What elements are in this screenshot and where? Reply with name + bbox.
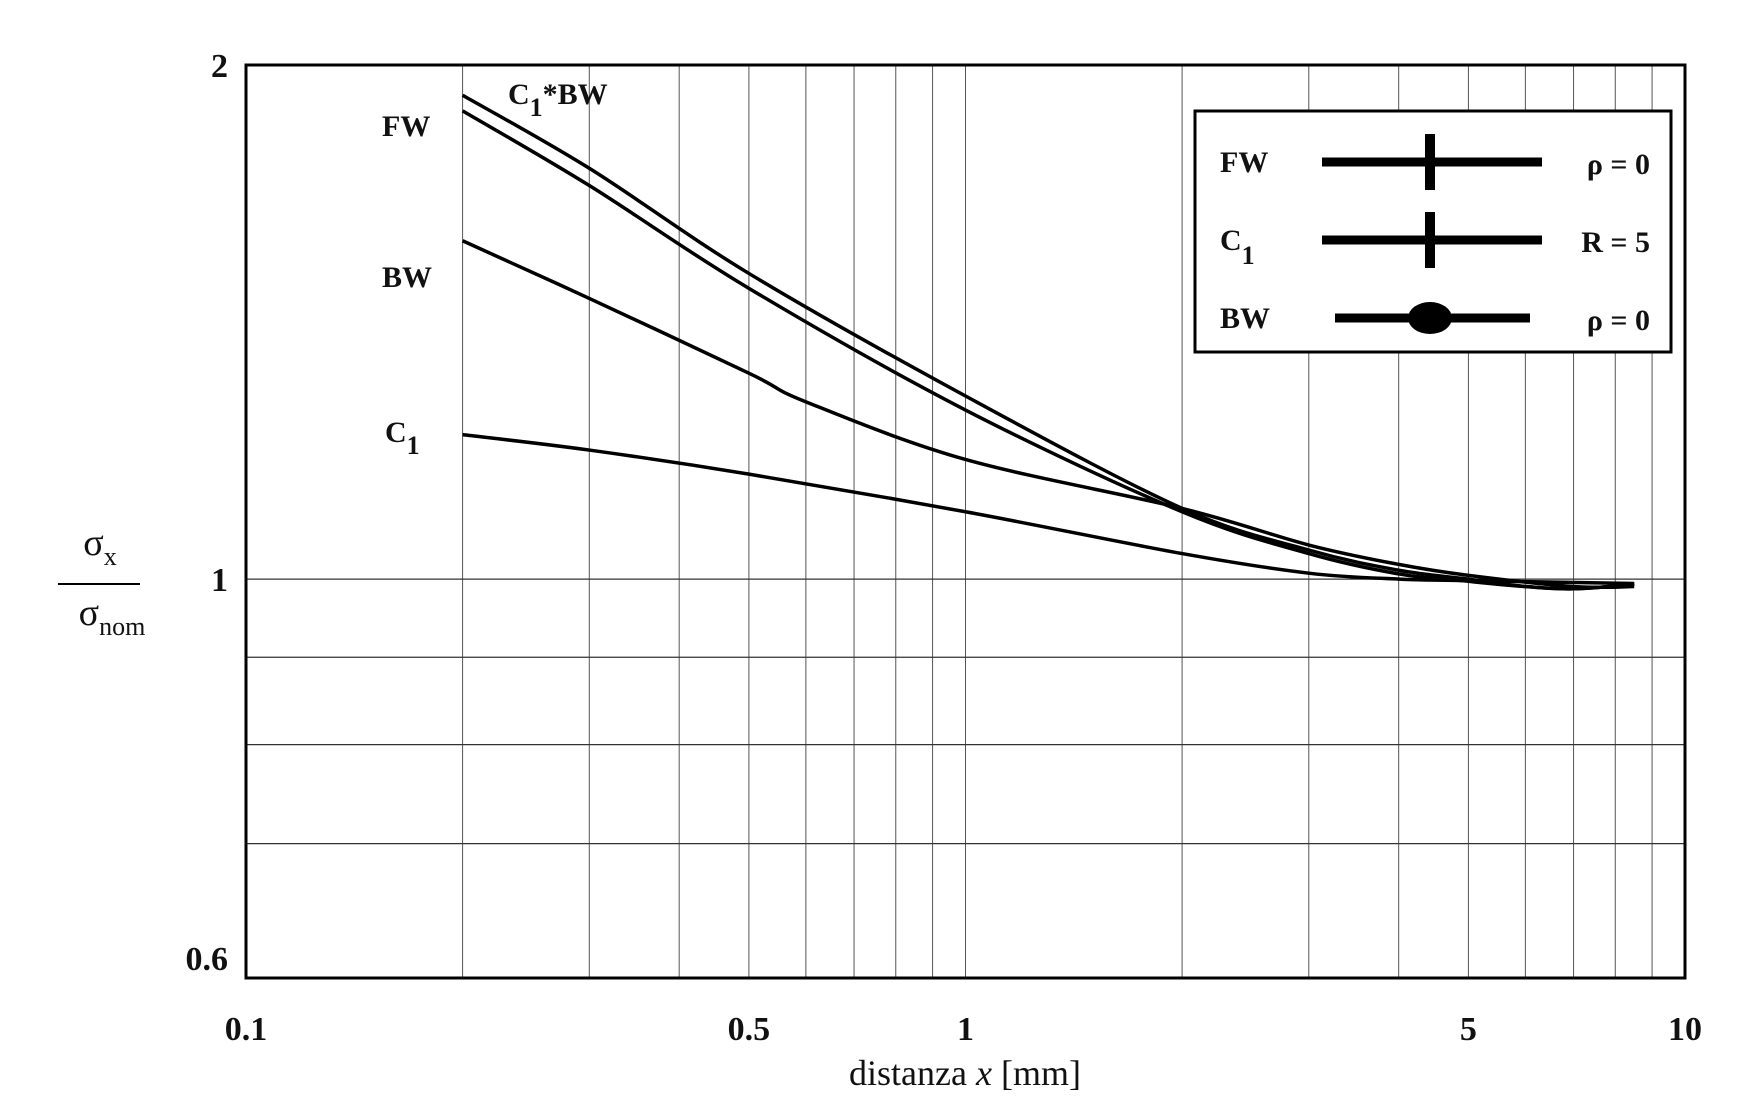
legend-label: FW <box>1220 146 1268 179</box>
legend-label-sub: 1 <box>1242 241 1255 270</box>
series-line-fw <box>461 109 1635 591</box>
legend-label-main: FW <box>1220 146 1268 179</box>
legend-label-main: C <box>1220 224 1242 257</box>
y-tick-label: 0.6 <box>186 941 229 978</box>
series-line-bw <box>461 239 1635 590</box>
legend-label-main: BW <box>1220 302 1270 335</box>
plot-frame <box>244 63 1687 980</box>
legend-param: R = 5 <box>1581 226 1650 259</box>
y-axis-label: σx σnom <box>58 522 145 641</box>
series-label-sub: 1 <box>530 93 543 122</box>
curves <box>461 93 1635 591</box>
tick-labels: 0.1 0.5 1 5 10 2 1 0.6 <box>186 48 1703 1048</box>
series-label-main: FW <box>382 110 430 143</box>
x-tick-label: 10 <box>1668 1011 1702 1048</box>
legend: FW ρ = 0 C1 R = 5 BW ρ = 0 <box>1193 109 1673 354</box>
x-tick-label: 5 <box>1460 1011 1477 1048</box>
dot-marker-icon <box>1408 302 1452 334</box>
svg-text:σnom: σnom <box>79 592 146 641</box>
series-label-rest: *BW <box>543 78 608 111</box>
series-label: FW <box>382 110 430 143</box>
svg-text:σx: σx <box>83 522 116 571</box>
x-tick-label: 0.1 <box>225 1011 268 1048</box>
y-tick-label: 1 <box>211 562 228 599</box>
series-label: BW <box>382 261 432 294</box>
series-label: C1 <box>385 416 420 460</box>
series-label-main: C <box>508 78 530 111</box>
legend-label: BW <box>1220 302 1270 335</box>
x-tick-label: 1 <box>957 1011 974 1048</box>
legend-param: ρ = 0 <box>1587 304 1650 337</box>
legend-param: ρ = 0 <box>1587 148 1650 181</box>
legend-label: C1 <box>1220 224 1255 270</box>
series-label-sub: 1 <box>407 431 420 460</box>
x-tick-label: 0.5 <box>728 1011 771 1048</box>
y-tick-label: 2 <box>211 48 228 85</box>
series-label: C1*BW <box>508 78 608 122</box>
x-axis-label: distanza x [mm] <box>849 1053 1081 1093</box>
series-label-main: BW <box>382 261 432 294</box>
series-label-main: C <box>385 416 407 449</box>
series-line-c1 <box>462 432 1635 586</box>
